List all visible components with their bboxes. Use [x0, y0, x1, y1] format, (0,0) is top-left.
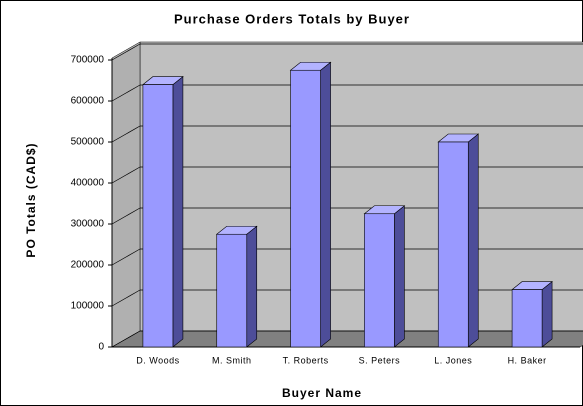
- grid-line: [111, 207, 141, 225]
- bar-side: [246, 225, 258, 348]
- y-tick-label: 500000: [71, 137, 105, 148]
- y-axis-title: PO Totals (CAD$): [24, 142, 38, 257]
- y-tick-label: 700000: [71, 55, 105, 66]
- y-tick-label: 600000: [71, 96, 105, 107]
- y-tick-label: 400000: [71, 178, 105, 189]
- y-tick-label: 200000: [71, 260, 105, 271]
- x-tick-label: D. Woods: [136, 355, 179, 365]
- bar: [437, 141, 469, 348]
- grid-line: [111, 166, 141, 184]
- bar: [511, 289, 543, 348]
- x-tick-label: M. Smith: [212, 355, 252, 365]
- bar: [364, 213, 395, 348]
- grid-line: [111, 289, 141, 307]
- chart-title: Purchase Orders Totals by Buyer: [174, 11, 410, 26]
- bar-side: [394, 205, 405, 348]
- grid-line: [111, 43, 141, 61]
- bar-side: [320, 61, 331, 348]
- bar-side: [172, 75, 184, 348]
- grid-line: [111, 330, 141, 348]
- bar: [290, 69, 321, 348]
- grid-line: [111, 125, 141, 143]
- grid-line: [111, 84, 141, 102]
- y-tick-label: 300000: [71, 219, 105, 230]
- bar-side: [541, 280, 553, 348]
- y-tick-label: 100000: [71, 301, 105, 312]
- x-axis-title: Buyer Name: [282, 386, 362, 400]
- bar: [216, 233, 248, 348]
- bar-side: [467, 133, 479, 348]
- bar: [142, 84, 174, 348]
- y-tick-label: 0: [98, 342, 104, 353]
- x-tick-label: T. Roberts: [283, 355, 329, 365]
- grid-line: [111, 248, 141, 266]
- x-tick-label: S. Peters: [359, 355, 401, 365]
- x-tick-label: L. Jones: [434, 355, 472, 365]
- x-tick-label: H. Baker: [508, 355, 547, 365]
